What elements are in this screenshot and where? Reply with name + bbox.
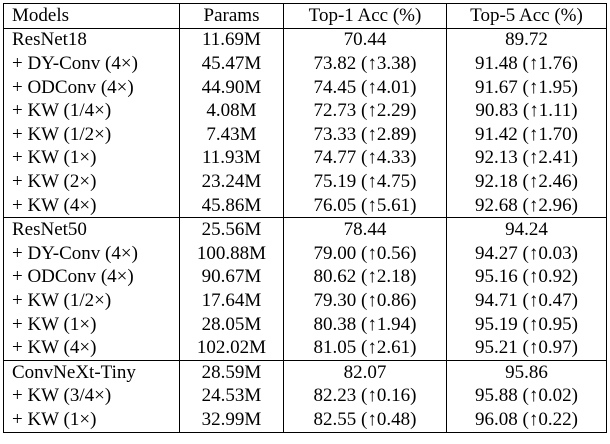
- params-cell: 32.99M: [179, 408, 284, 433]
- params-cell: 11.69M: [179, 27, 284, 53]
- table-row: + KW (1×) 32.99M 82.55 (↑0.48) 96.08 (↑0.22…: [3, 408, 607, 433]
- top5-cell: 92.68 (↑2.96): [446, 193, 607, 218]
- top5-cell: 94.71 (↑0.47): [446, 289, 607, 313]
- params-cell: 7.43M: [179, 122, 284, 147]
- top1-cell: 79.00 (↑0.56): [283, 241, 447, 266]
- top1-cell: 70.44: [283, 27, 447, 53]
- top5-cell: 95.21 (↑0.97): [446, 336, 607, 361]
- table-row: + KW (1/2×) 17.64M 79.30 (↑0.86) 94.71 (↑0.…: [3, 289, 607, 313]
- header-params: Params: [179, 3, 284, 29]
- model-cell: + ODConv (4×): [3, 265, 180, 290]
- model-cell: + DY-Conv (4×): [3, 241, 180, 266]
- top5-cell: 92.13 (↑2.41): [446, 146, 607, 171]
- table-row: + DY-Conv (4×) 45.47M 73.82 (↑3.38) 91.48 (…: [3, 52, 607, 76]
- model-cell: + KW (1×): [3, 408, 180, 433]
- results-table: Models Params Top-1 Acc (%) Top-5 Acc (%…: [3, 3, 607, 433]
- params-cell: 90.67M: [179, 265, 284, 290]
- header-models: Models: [3, 3, 180, 29]
- top1-cell: 76.05 (↑5.61): [283, 193, 447, 218]
- model-cell: + KW (3/4×): [3, 384, 180, 409]
- top1-cell: 82.23 (↑0.16): [283, 384, 447, 409]
- header-row: Models Params Top-1 Acc (%) Top-5 Acc (%…: [3, 3, 607, 29]
- top1-cell: 74.77 (↑4.33): [283, 146, 447, 171]
- top1-cell: 73.33 (↑2.89): [283, 122, 447, 147]
- table-row: + KW (1/4×) 4.08M 72.73 (↑2.29) 90.83 (↑1.1…: [3, 99, 607, 123]
- top5-cell: 96.08 (↑0.22): [446, 408, 607, 433]
- top5-cell: 91.42 (↑1.70): [446, 122, 607, 147]
- table-body: ResNet18 11.69M 70.44 89.72 + DY-Conv (4×) 45…: [3, 27, 607, 433]
- params-cell: 24.53M: [179, 384, 284, 409]
- params-cell: 4.08M: [179, 99, 284, 123]
- model-cell: + KW (1/4×): [3, 99, 180, 123]
- params-cell: 45.86M: [179, 193, 284, 218]
- top5-cell: 95.19 (↑0.95): [446, 312, 607, 337]
- params-cell: 17.64M: [179, 289, 284, 313]
- params-cell: 25.56M: [179, 217, 284, 242]
- top5-cell: 95.16 (↑0.92): [446, 265, 607, 290]
- model-cell: ResNet50: [3, 217, 180, 242]
- top5-cell: 95.86: [446, 359, 607, 385]
- table-row: + KW (1×) 11.93M 74.77 (↑4.33) 92.13 (↑2.41…: [3, 146, 607, 171]
- table-row: + KW (1×) 28.05M 80.38 (↑1.94) 95.19 (↑0.95…: [3, 312, 607, 337]
- top5-cell: 95.88 (↑0.02): [446, 384, 607, 409]
- table-row: + KW (4×) 102.02M 81.05 (↑2.61) 95.21 (↑0.9…: [3, 336, 607, 361]
- top1-cell: 72.73 (↑2.29): [283, 99, 447, 123]
- model-cell: + KW (4×): [3, 193, 180, 218]
- model-cell: + KW (4×): [3, 336, 180, 361]
- top5-cell: 89.72: [446, 27, 607, 53]
- header-top1: Top-1 Acc (%): [283, 3, 447, 29]
- params-cell: 11.93M: [179, 146, 284, 171]
- model-cell: + ODConv (4×): [3, 75, 180, 100]
- top5-cell: 91.48 (↑1.76): [446, 52, 607, 76]
- table-row: + ODConv (4×) 44.90M 74.45 (↑4.01) 91.67 (↑…: [3, 75, 607, 100]
- top5-cell: 94.24: [446, 217, 607, 242]
- params-cell: 23.24M: [179, 170, 284, 194]
- top1-cell: 81.05 (↑2.61): [283, 336, 447, 361]
- params-cell: 28.59M: [179, 359, 284, 385]
- table-row: + KW (1/2×) 7.43M 73.33 (↑2.89) 91.42 (↑1.7…: [3, 122, 607, 147]
- top1-cell: 79.30 (↑0.86): [283, 289, 447, 313]
- model-cell: + KW (1×): [3, 146, 180, 171]
- model-cell: + DY-Conv (4×): [3, 52, 180, 76]
- top1-cell: 82.55 (↑0.48): [283, 408, 447, 433]
- top1-cell: 80.38 (↑1.94): [283, 312, 447, 337]
- top5-cell: 92.18 (↑2.46): [446, 170, 607, 194]
- table-row: + KW (3/4×) 24.53M 82.23 (↑0.16) 95.88 (↑0.…: [3, 384, 607, 409]
- top1-cell: 75.19 (↑4.75): [283, 170, 447, 194]
- top5-cell: 91.67 (↑1.95): [446, 75, 607, 100]
- table-row: + KW (2×) 23.24M 75.19 (↑4.75) 92.18 (↑2.46…: [3, 170, 607, 194]
- top1-cell: 78.44: [283, 217, 447, 242]
- params-cell: 28.05M: [179, 312, 284, 337]
- top5-cell: 94.27 (↑0.03): [446, 241, 607, 266]
- top1-cell: 80.62 (↑2.18): [283, 265, 447, 290]
- params-cell: 45.47M: [179, 52, 284, 76]
- params-cell: 100.88M: [179, 241, 284, 266]
- table-row: + ODConv (4×) 90.67M 80.62 (↑2.18) 95.16 (↑…: [3, 265, 607, 290]
- params-cell: 102.02M: [179, 336, 284, 361]
- table-header: Models Params Top-1 Acc (%) Top-5 Acc (%…: [3, 3, 607, 29]
- top5-cell: 90.83 (↑1.11): [446, 99, 607, 123]
- model-cell: + KW (1×): [3, 312, 180, 337]
- table-row: ConvNeXt-Tiny 28.59M 82.07 95.86: [3, 359, 607, 385]
- model-cell: + KW (2×): [3, 170, 180, 194]
- table-row: + DY-Conv (4×) 100.88M 79.00 (↑0.56) 94.27 …: [3, 241, 607, 266]
- model-cell: + KW (1/2×): [3, 122, 180, 147]
- model-cell: + KW (1/2×): [3, 289, 180, 313]
- table-row: + KW (4×) 45.86M 76.05 (↑5.61) 92.68 (↑2.96…: [3, 193, 607, 218]
- model-cell: ConvNeXt-Tiny: [3, 359, 180, 385]
- table-row: ResNet18 11.69M 70.44 89.72: [3, 27, 607, 53]
- header-top5: Top-5 Acc (%): [446, 3, 607, 29]
- top1-cell: 73.82 (↑3.38): [283, 52, 447, 76]
- model-cell: ResNet18: [3, 27, 180, 53]
- params-cell: 44.90M: [179, 75, 284, 100]
- top1-cell: 82.07: [283, 359, 447, 385]
- table-row: ResNet50 25.56M 78.44 94.24: [3, 217, 607, 242]
- top1-cell: 74.45 (↑4.01): [283, 75, 447, 100]
